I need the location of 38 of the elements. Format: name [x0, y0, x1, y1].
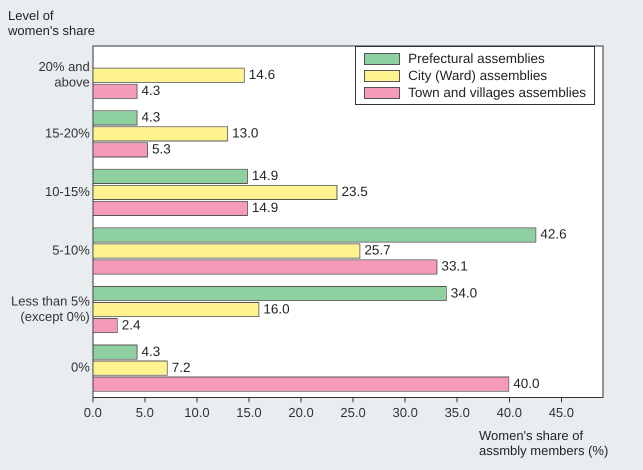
data-label: 4.3 — [142, 110, 160, 125]
data-label: 14.9 — [252, 200, 278, 216]
legend-label: Prefectural assemblies — [408, 51, 545, 66]
x-tick-label: 10.0 — [184, 404, 210, 420]
x-tick-label: 0.0 — [84, 404, 102, 420]
x-axis-title: Women's share of assmbly members (%) — [479, 428, 610, 458]
data-label: 5.3 — [152, 142, 171, 157]
y-tick-label: 10-15% — [44, 184, 90, 199]
data-label: 4.3 — [142, 83, 160, 98]
x-tick-label: 35.0 — [444, 404, 470, 420]
data-label: 42.6 — [540, 226, 567, 242]
y-tick-label: Less than 5% (except 0%) — [10, 293, 90, 324]
data-label: 33.1 — [441, 258, 468, 274]
data-label: 14.6 — [248, 67, 276, 82]
y-axis-title: Level of women's share — [8, 8, 96, 38]
data-label: 25.7 — [364, 242, 391, 258]
data-label: 14.9 — [252, 168, 278, 184]
y-tick-label: 15-20% — [44, 125, 90, 140]
y-tick-label: 20% and above — [38, 59, 90, 90]
data-label: 16.0 — [263, 301, 290, 316]
data-label: 2.4 — [122, 317, 142, 332]
data-label: 40.0 — [513, 376, 540, 391]
data-label: 13.0 — [232, 126, 258, 141]
y-tick-label: 0% — [70, 360, 90, 375]
x-tick-label: 25.0 — [340, 404, 366, 420]
data-label: 7.2 — [172, 360, 191, 375]
x-tick-label: 45.0 — [548, 404, 574, 420]
legend-label: Town and villages assemblies — [408, 85, 586, 100]
legend-label: City (Ward) assemblies — [408, 68, 548, 83]
data-label: 4.3 — [142, 344, 160, 359]
data-label: 23.5 — [341, 184, 368, 200]
data-label: 34.0 — [450, 285, 478, 300]
x-tick-label: 5.0 — [136, 404, 154, 420]
x-tick-label: 20.0 — [288, 404, 314, 420]
x-tick-label: 30.0 — [392, 404, 418, 420]
x-tick-label: 40.0 — [496, 404, 522, 420]
x-tick-label: 15.0 — [236, 404, 262, 420]
y-tick-label: 5-10% — [52, 242, 90, 258]
